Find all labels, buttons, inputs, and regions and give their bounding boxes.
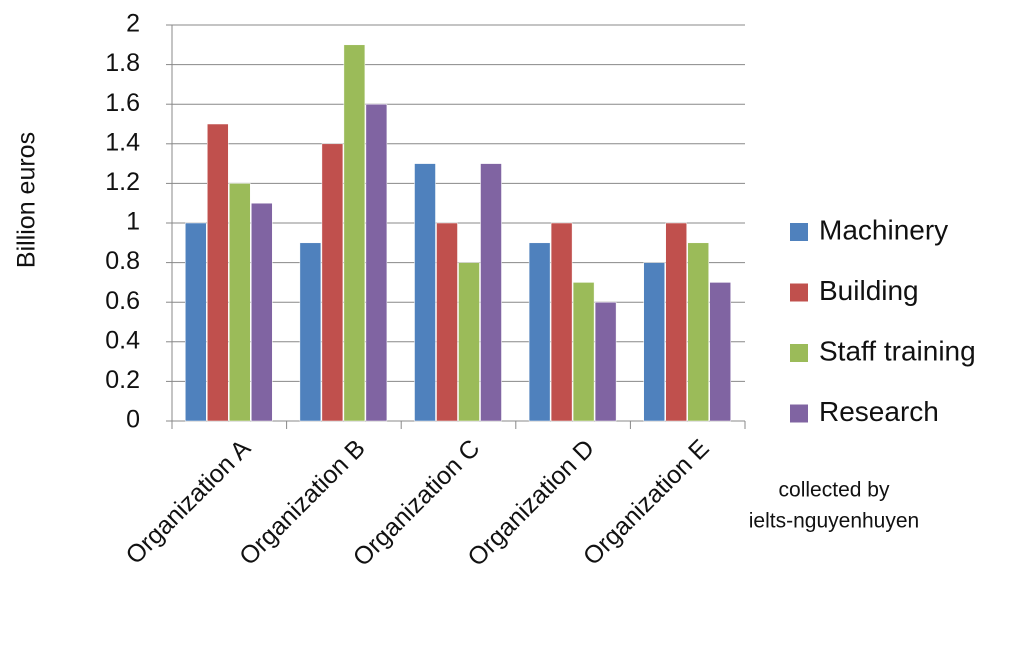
annotation: ielts-nguyenhuyen: [749, 510, 919, 533]
y-tick-label: 1: [126, 208, 140, 236]
y-tick-label: 0.6: [105, 287, 140, 315]
y-tick-label: 0: [126, 406, 140, 434]
bar: [251, 202, 273, 422]
y-tick-label: 0.2: [105, 366, 140, 394]
y-axis-label: Billion euros: [13, 132, 41, 268]
bar: [594, 301, 617, 422]
bar: [572, 282, 595, 422]
bar: [185, 222, 207, 422]
bar: [343, 44, 366, 422]
y-tick-label: 2: [126, 10, 140, 38]
legend-swatch: [790, 344, 808, 362]
bar: [480, 163, 502, 422]
y-tick-label: 1.6: [105, 89, 140, 117]
bar: [299, 242, 322, 422]
bar: [436, 222, 458, 422]
legend-label: Research: [819, 396, 939, 427]
y-tick-label: 1.2: [105, 168, 140, 196]
y-tick-label: 1.4: [105, 128, 140, 156]
annotation: collected by: [779, 479, 890, 502]
legend-swatch: [790, 283, 808, 302]
bar: [207, 123, 229, 422]
bar: [229, 183, 251, 422]
legend-label: Staff training: [819, 335, 976, 366]
y-tick-label: 0.8: [105, 247, 140, 275]
bar: [687, 242, 709, 422]
bar: [414, 163, 436, 422]
y-tick-label: 1.8: [105, 49, 140, 77]
legend-label: Machinery: [819, 214, 948, 245]
y-tick-label: 0.4: [105, 326, 140, 354]
bar: [550, 222, 573, 422]
legend-swatch: [790, 404, 808, 423]
bar: [709, 282, 731, 422]
bar: [643, 262, 665, 422]
bar: [365, 103, 388, 422]
bar: [665, 222, 687, 422]
legend-label: Building: [819, 275, 919, 306]
bar: [458, 262, 480, 422]
bar: [321, 143, 344, 422]
bar: [528, 242, 551, 422]
legend-swatch: [790, 223, 808, 241]
